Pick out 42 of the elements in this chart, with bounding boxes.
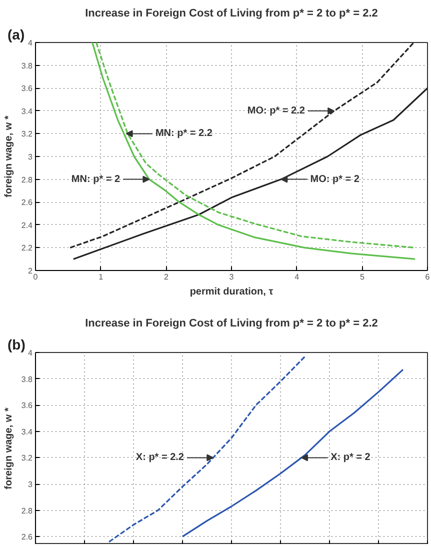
- chart-title: Increase in Foreign Cost of Living from p* = 2 to p* = 2.2: [85, 8, 378, 20]
- line-series: [72, 87, 428, 260]
- y-tick-label: 2.6: [21, 198, 34, 208]
- chart-title: Increase in Foreign Cost of Living from p* = 2 to p* = 2.2: [85, 318, 378, 330]
- y-tick-label: 3: [28, 152, 34, 162]
- x-tick-label: 3: [229, 272, 234, 282]
- text: (a): [8, 26, 25, 42]
- x-tick-label: 2: [164, 272, 169, 282]
- line-series: [182, 368, 404, 538]
- y-tick-label: 3.4: [21, 427, 34, 436]
- y-tick-label: 2: [28, 266, 34, 276]
- y-tick-label: 3.8: [21, 374, 34, 384]
- x-axis-title: permit duration, τ: [190, 286, 274, 298]
- annotation: X: p* = 2: [330, 452, 371, 464]
- y-axis-title: foreign wage, w *: [3, 116, 14, 198]
- x-tick-label: 5: [360, 272, 365, 282]
- x-tick-label: 6: [425, 272, 430, 282]
- y-tick-label: 2.6: [21, 532, 34, 542]
- y-tick-label: 2.8: [21, 506, 34, 516]
- annotation: X: p* = 2.2: [136, 452, 184, 464]
- y-tick-label: 3: [28, 480, 34, 490]
- annotation: MN: p* = 2.2: [155, 128, 213, 140]
- x-tick-label: 1: [98, 272, 104, 282]
- line-series: [108, 356, 306, 543]
- y-tick-label: 3.2: [21, 130, 34, 139]
- y-tick-label: 2.4: [21, 220, 34, 230]
- annotation: MO: p* = 2.2: [247, 105, 306, 116]
- y-tick-label: 3.6: [21, 84, 34, 94]
- y-tick-label: 4: [28, 38, 34, 48]
- annotation: MO: p* = 2: [310, 174, 360, 185]
- y-axis-title: foreign wage, w *: [3, 408, 14, 490]
- y-tick-label: 3.8: [21, 61, 34, 70]
- x-tick-label: 0: [33, 272, 38, 282]
- text: (b): [8, 336, 26, 352]
- annotation: MN: p* = 2: [71, 174, 120, 185]
- y-tick-label: 2.8: [21, 175, 34, 184]
- y-tick-label: 3.2: [21, 454, 34, 463]
- y-tick-label: 3.6: [21, 401, 34, 410]
- y-tick-label: 2.2: [21, 244, 34, 253]
- y-tick-label: 3.4: [21, 106, 34, 116]
- y-tick-label: 4: [28, 348, 34, 358]
- x-tick-label: 4: [294, 272, 300, 282]
